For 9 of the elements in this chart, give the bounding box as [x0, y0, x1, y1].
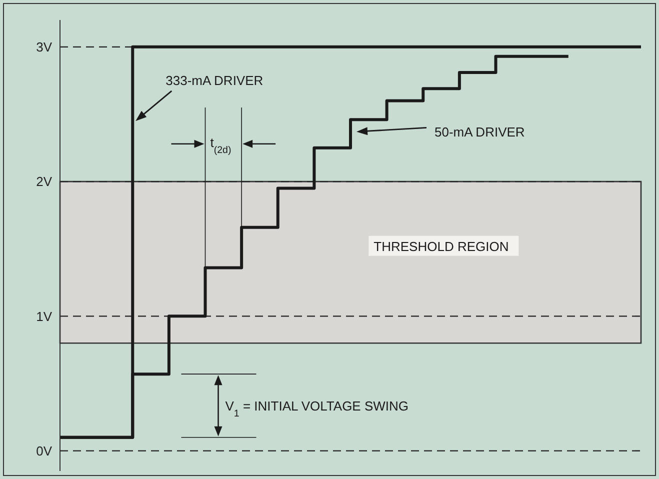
text: 333-mA DRIVER	[166, 72, 264, 88]
y-tick-label: 0V	[36, 443, 52, 458]
text: 50-mA DRIVER	[434, 124, 525, 140]
annotation: V$_{1}$ = INITIAL VOLTAGE SWING	[225, 398, 409, 420]
annotation: t$_{(2d)}$	[210, 134, 232, 156]
y-tick-label: 1V	[36, 308, 52, 324]
band-label: THRESHOLD REGION	[374, 238, 509, 254]
y-tick-label: 3V	[36, 40, 52, 55]
y-tick-label: 2V	[36, 174, 52, 190]
